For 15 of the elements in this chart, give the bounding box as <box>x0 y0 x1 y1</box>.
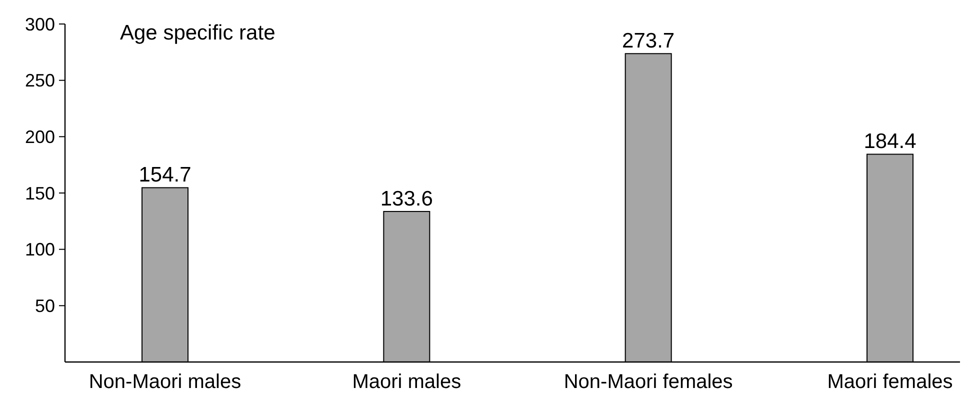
y-tick-label: 300 <box>24 14 55 34</box>
data-label: 133.6 <box>380 187 433 210</box>
x-tick-label: Non-Maori females <box>564 371 733 393</box>
x-tick-label: Maori males <box>352 371 462 393</box>
y-tick-label: 250 <box>24 70 55 91</box>
y-axis-title: Age specific rate <box>120 21 276 44</box>
y-tick-label: 50 <box>34 296 55 316</box>
y-tick-label: 200 <box>24 126 55 147</box>
y-tick-label: 150 <box>24 183 55 204</box>
y-tick-label: 100 <box>24 240 55 260</box>
x-tick-label: Non-Maori males <box>88 371 242 393</box>
data-label: 154.7 <box>138 164 192 187</box>
data-label: 184.4 <box>864 130 917 154</box>
x-tick-label: Maori females <box>827 371 953 393</box>
data-label: 273.7 <box>622 30 675 53</box>
